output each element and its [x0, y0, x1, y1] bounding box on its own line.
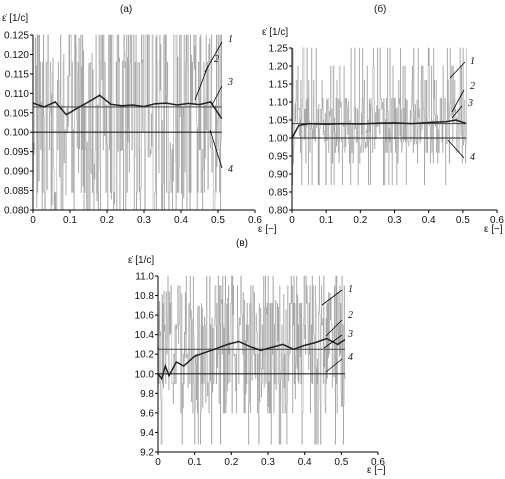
y-tick-label: 0.085 — [4, 186, 29, 197]
y-tick-label: 0.100 — [4, 128, 29, 139]
y-tick-label: 0.95 — [269, 152, 289, 163]
series-1-label: 1 — [228, 34, 233, 45]
x-tick-label: 0.3 — [388, 215, 402, 226]
series-3-label: 3 — [467, 98, 473, 109]
y-tick-label: 10.0 — [135, 369, 155, 380]
x-tick-label: 0 — [30, 215, 36, 226]
series-3-label: 3 — [227, 77, 233, 88]
y-tick-label: 0.120 — [4, 50, 29, 61]
series-3-leader — [451, 105, 463, 119]
series-1-label: 1 — [470, 56, 475, 67]
series-4-label: 4 — [348, 352, 353, 363]
x-tick-label: 0.1 — [319, 215, 333, 226]
series-2-label: 2 — [348, 310, 353, 321]
y-tick-label: 10.8 — [135, 291, 155, 302]
y-axis-title: ε̇ [1/c] — [2, 13, 28, 24]
y-tick-label: 1.15 — [269, 80, 289, 91]
y-tick-label: 0.090 — [4, 167, 29, 178]
series-4-leader — [447, 139, 465, 159]
chart-panel — [155, 275, 379, 455]
y-tick-label: 9.4 — [140, 428, 154, 439]
x-tick-label: 0.4 — [174, 215, 188, 226]
series-3-leader — [211, 85, 223, 106]
y-tick-label: 0.080 — [4, 206, 29, 217]
y-tick-label: 0.115 — [5, 69, 30, 80]
x-axis-title: ε [−] — [484, 224, 503, 235]
x-tick-label: 0.5 — [211, 215, 225, 226]
panel-label: (а) — [120, 4, 132, 15]
series-2-line — [291, 119, 467, 139]
x-axis-title: ε [−] — [258, 224, 277, 235]
x-tick-label: 0.2 — [353, 215, 367, 226]
y-tick-label: 1.10 — [269, 98, 289, 109]
y-tick-label: 0.90 — [269, 170, 289, 181]
x-tick-label: 0.5 — [334, 457, 348, 468]
y-tick-label: 10.6 — [135, 311, 155, 322]
x-tick-label: 0.6 — [490, 215, 504, 226]
y-axis-title: ε̇ [1/c] — [128, 255, 154, 266]
chart-panel — [30, 34, 256, 213]
series-2-label: 2 — [470, 81, 475, 92]
series-2-line — [32, 94, 223, 120]
series-3-leader — [323, 334, 343, 349]
y-tick-label: 9.8 — [140, 389, 154, 400]
series-1-line — [32, 34, 222, 211]
panel-label: (б) — [374, 3, 386, 15]
x-tick-label: 0.2 — [100, 215, 114, 226]
y-tick-label: 0.125 — [4, 31, 29, 42]
series-4-leader — [209, 129, 223, 169]
series-1-leader — [321, 289, 343, 306]
x-tick-label: 0.3 — [137, 215, 151, 226]
y-axis-title: ε̇ [1/c] — [262, 27, 288, 38]
x-tick-label: 0 — [289, 215, 295, 226]
x-tick-label: 0.5 — [456, 215, 470, 226]
y-tick-label: 11.0 — [135, 272, 154, 283]
x-tick-label: 0.6 — [248, 215, 262, 226]
y-tick-label: 0.095 — [4, 147, 29, 158]
y-tick-label: 10.2 — [135, 350, 155, 361]
series-2-leader — [194, 65, 209, 101]
y-tick-label: 0.80 — [269, 206, 289, 217]
y-tick-label: 9.2 — [140, 448, 154, 459]
x-tick-label: 0.3 — [261, 457, 275, 468]
y-tick-label: 0.85 — [269, 188, 289, 199]
series-1-line — [291, 47, 467, 186]
y-tick-label: 10.4 — [135, 330, 155, 341]
y-tick-label: 0.105 — [4, 108, 29, 119]
x-tick-label: 0.4 — [298, 457, 312, 468]
x-tick-label: 0.6 — [371, 457, 385, 468]
x-tick-label: 0 — [155, 457, 161, 468]
y-tick-label: 1.05 — [269, 116, 289, 127]
series-1-label: 1 — [348, 284, 353, 295]
chart-panel — [289, 47, 498, 213]
series-2-label: 2 — [214, 54, 219, 65]
y-tick-label: 1.00 — [269, 134, 289, 145]
series-1-leader — [449, 61, 466, 79]
y-tick-label: 0.110 — [5, 89, 30, 100]
series-4-label: 4 — [228, 164, 233, 175]
y-tick-label: 1.20 — [269, 62, 289, 73]
series-3-label: 3 — [347, 329, 353, 340]
series-4-leader — [325, 358, 343, 373]
series-2-line — [157, 337, 346, 381]
x-axis-title: ε [−] — [367, 465, 386, 476]
series-1-line — [157, 275, 346, 445]
x-tick-label: 0.2 — [224, 457, 238, 468]
series-4-label: 4 — [470, 152, 475, 163]
panel-label: (в) — [236, 238, 248, 249]
y-tick-label: 1.25 — [269, 44, 289, 55]
y-tick-label: 9.6 — [140, 408, 154, 419]
series-2-leader — [451, 89, 465, 113]
x-tick-label: 0.1 — [63, 215, 77, 226]
x-tick-label: 0.1 — [188, 457, 202, 468]
series-2-leader — [325, 319, 343, 337]
x-tick-label: 0.4 — [422, 215, 436, 226]
